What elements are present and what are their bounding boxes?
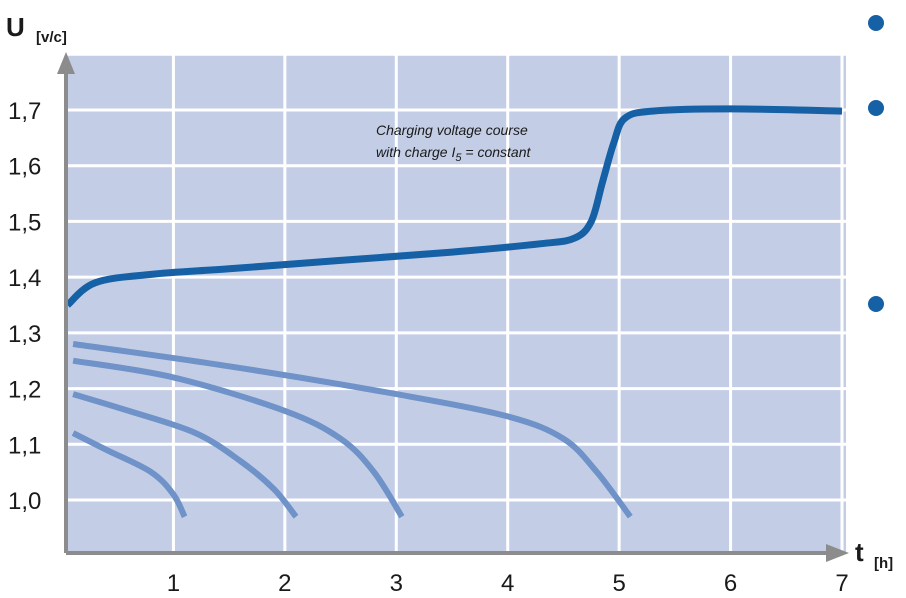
x-axis-unit: [h] xyxy=(874,555,893,572)
plot-background xyxy=(66,55,846,553)
y-tick-label: 1,7 xyxy=(8,98,41,125)
x-axis-symbol: t xyxy=(855,537,864,567)
annotation-line-2: with charge I5 = constant xyxy=(376,144,531,164)
tick-labels: 1,0 1,1 1,2 1,3 1,4 1,5 1,6 1,7 1 2 3 4 5 6 7 xyxy=(8,98,849,597)
annotation-line-2-suffix: = constant xyxy=(462,144,532,160)
bullet-icon xyxy=(868,15,884,31)
x-tick-label: 7 xyxy=(835,570,848,597)
x-tick-label: 3 xyxy=(390,570,403,597)
discharge-curve-2 xyxy=(72,391,299,519)
y-tick-label: 1,0 xyxy=(8,488,41,515)
y-axis-unit: [v/c] xyxy=(36,29,67,46)
y-tick-label: 1,1 xyxy=(8,432,41,459)
bullet-icon xyxy=(868,100,884,116)
x-tick-label: 1 xyxy=(167,570,180,597)
discharge-curve-3 xyxy=(72,357,405,519)
x-axis-arrow-icon xyxy=(826,544,849,562)
charging-voltage-line xyxy=(65,105,843,308)
y-tick-label: 1,6 xyxy=(8,154,41,181)
x-tick-label: 6 xyxy=(724,570,737,597)
discharge-curve-4 xyxy=(72,341,633,519)
y-axis-symbol: U xyxy=(6,12,25,42)
x-tick-label: 4 xyxy=(501,570,514,597)
annotation-subscript: 5 xyxy=(455,152,462,164)
axes xyxy=(57,52,849,562)
discharge-curve-1 xyxy=(71,430,188,519)
annotation-line-1: Charging voltage course xyxy=(376,122,528,138)
bullet-icon xyxy=(868,296,884,312)
y-axis-arrow-icon xyxy=(57,52,75,74)
x-tick-label: 5 xyxy=(612,570,625,597)
y-tick-label: 1,5 xyxy=(8,209,41,236)
y-tick-label: 1,3 xyxy=(8,321,41,348)
y-tick-label: 1,4 xyxy=(8,265,41,292)
annotation-line-2-prefix: with charge I xyxy=(376,144,455,160)
plot-area xyxy=(66,55,846,553)
grid xyxy=(66,52,846,553)
y-tick-label: 1,2 xyxy=(8,377,41,404)
x-tick-label: 2 xyxy=(278,570,291,597)
series-layer xyxy=(65,105,843,519)
